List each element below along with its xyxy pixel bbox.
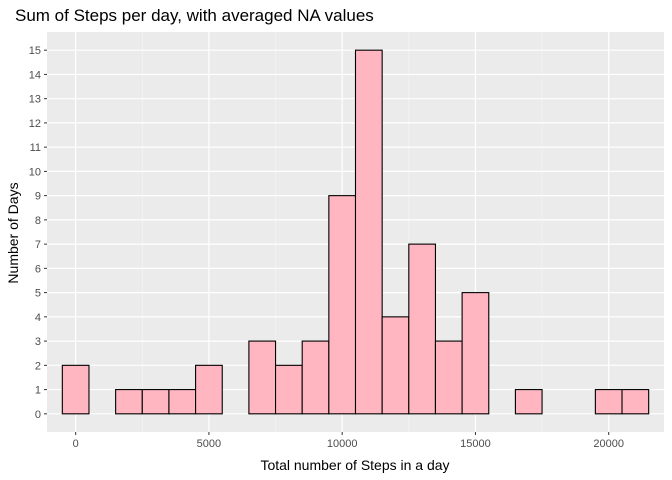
y-tick-label: 12: [29, 118, 41, 130]
histogram-bar: [248, 340, 277, 415]
histogram-bar: [141, 389, 170, 415]
y-tick-label: 4: [35, 312, 41, 324]
histogram-bar: [594, 389, 623, 415]
chart-title: Sum of Steps per day, with averaged NA v…: [15, 6, 374, 25]
y-tick-label: 11: [30, 142, 41, 154]
y-tick-label: 10: [29, 166, 41, 178]
histogram-bar: [274, 364, 303, 415]
y-axis-title: Number of Days: [5, 182, 21, 283]
histogram-bars: [61, 49, 650, 415]
y-tick-label: 1: [35, 385, 41, 397]
x-tick-label: 15000: [460, 438, 491, 450]
y-tick-label: 2: [35, 360, 41, 372]
histogram-bar: [115, 389, 143, 415]
histogram-bar: [195, 364, 223, 415]
histogram-bar: [408, 243, 437, 415]
histogram-bar: [328, 195, 357, 415]
y-tick-label: 9: [35, 191, 41, 203]
x-axis-title: Total number of Steps in a day: [260, 457, 449, 473]
y-tick-label: 5: [35, 288, 41, 300]
y-tick-label: 3: [35, 336, 41, 348]
histogram-bar: [461, 292, 490, 415]
histogram-bar: [514, 389, 543, 415]
x-tick-label: 20000: [593, 438, 624, 450]
y-tick-label: 13: [29, 94, 41, 106]
y-tick-label: 0: [35, 409, 41, 421]
y-tick-label: 6: [35, 263, 41, 275]
histogram-bar: [621, 389, 650, 415]
x-tick-label: 10000: [327, 438, 358, 450]
histogram-bar: [434, 340, 463, 415]
x-tick-label: 0: [73, 438, 79, 450]
y-tick-label: 8: [35, 215, 41, 227]
x-axis: 0 5000 10000 15000 20000: [73, 432, 624, 450]
x-tick-label: 5000: [197, 438, 221, 450]
histogram-bar: [168, 389, 197, 415]
y-tick-label: 14: [29, 69, 41, 81]
y-tick-label: 15: [29, 45, 41, 57]
histogram-bar: [301, 340, 330, 415]
histogram-bar: [354, 49, 383, 415]
y-tick-label: 7: [35, 239, 41, 251]
histogram-bar: [381, 316, 410, 415]
histogram-bar: [61, 364, 90, 415]
